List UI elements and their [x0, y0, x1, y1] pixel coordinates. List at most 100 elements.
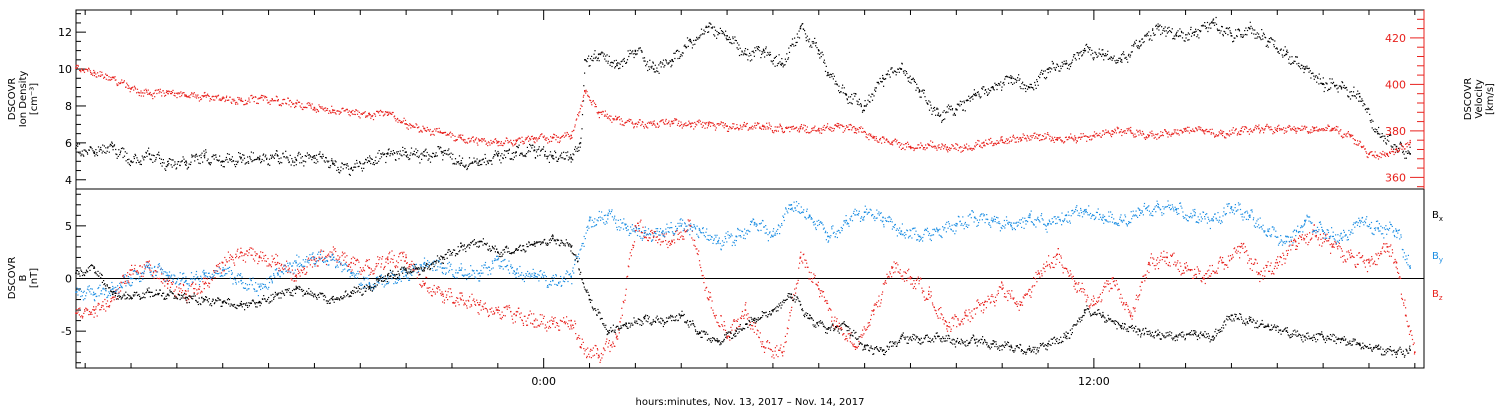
data-dot	[1079, 136, 1081, 138]
data-dot	[1305, 67, 1307, 69]
data-dot	[248, 252, 250, 254]
data-dot	[579, 111, 581, 113]
data-point	[276, 261, 279, 264]
data-dot	[1033, 89, 1035, 91]
data-dot	[633, 126, 635, 128]
data-point	[313, 155, 316, 157]
data-dot	[534, 157, 537, 159]
data-dot	[730, 42, 732, 44]
data-dot	[725, 37, 727, 39]
data-dot	[805, 132, 807, 134]
data-dot	[1386, 139, 1388, 141]
data-dot	[131, 87, 133, 89]
data-dot	[1099, 132, 1101, 134]
data-dot	[757, 46, 759, 48]
data-dot	[189, 97, 191, 99]
data-dot	[929, 101, 931, 103]
data-dot	[1288, 58, 1290, 60]
data-dot	[240, 97, 242, 99]
data-dot	[376, 265, 378, 267]
data-dot	[1208, 131, 1210, 133]
data-dot	[404, 260, 406, 262]
data-dot	[567, 133, 569, 135]
data-dot	[624, 294, 627, 296]
data-dot	[1166, 32, 1168, 34]
data-dot	[1181, 37, 1184, 39]
data-dot	[579, 346, 582, 348]
data-dot	[79, 69, 81, 72]
data-dot	[274, 154, 276, 156]
data-dot	[914, 147, 916, 149]
data-dot	[969, 147, 971, 149]
data-point	[332, 109, 334, 111]
data-point	[1093, 304, 1095, 306]
data-dot	[545, 139, 547, 141]
data-dot	[144, 92, 146, 94]
data-point	[1157, 25, 1159, 28]
data-dot	[485, 308, 487, 310]
data-dot	[183, 92, 185, 94]
data-point	[497, 155, 499, 157]
data-dot	[926, 103, 929, 105]
data-dot	[461, 295, 463, 297]
data-dot	[168, 90, 170, 92]
data-dot	[131, 269, 133, 271]
data-dot	[638, 122, 640, 124]
data-dot	[868, 94, 870, 96]
data-dot	[442, 159, 444, 161]
data-dot	[1121, 61, 1123, 63]
data-dot	[628, 118, 630, 120]
data-dot	[90, 312, 92, 314]
data-dot	[132, 86, 134, 88]
data-dot	[1146, 32, 1148, 34]
data-dot	[1276, 48, 1278, 50]
data-dot	[743, 124, 745, 126]
data-dot	[302, 160, 304, 162]
data-dot	[969, 100, 971, 102]
data-dot	[1013, 82, 1015, 84]
data-dot	[1399, 141, 1402, 143]
data-dot	[151, 154, 153, 156]
data-dot	[1092, 52, 1094, 54]
data-dot	[561, 136, 563, 138]
data-dot	[1280, 48, 1282, 50]
data-dot	[1213, 24, 1216, 26]
data-dot	[1204, 22, 1206, 24]
data-dot	[378, 112, 380, 114]
data-dot	[1343, 133, 1345, 135]
data-dot	[770, 60, 772, 62]
data-dot	[1077, 137, 1079, 139]
data-dot	[890, 67, 892, 69]
data-dot	[939, 115, 941, 117]
data-dot	[849, 129, 851, 131]
data-dot	[105, 78, 107, 80]
data-dot	[559, 137, 561, 139]
data-dot	[883, 138, 885, 140]
data-dot	[972, 147, 974, 150]
data-dot	[501, 144, 503, 146]
data-dot	[734, 39, 736, 41]
data-dot	[930, 107, 932, 109]
data-dot	[211, 156, 213, 158]
data-dot	[683, 238, 685, 240]
data-dot	[1131, 132, 1133, 134]
data-dot	[827, 74, 829, 76]
data-dot	[511, 152, 513, 154]
data-dot	[644, 237, 646, 239]
data-dot	[1052, 63, 1054, 65]
data-dot	[1061, 140, 1064, 142]
data-dot	[1151, 39, 1153, 41]
data-dot	[747, 59, 749, 61]
data-dot	[200, 99, 202, 101]
data-dot	[288, 267, 290, 269]
data-dot	[168, 158, 170, 160]
data-dot	[1336, 129, 1338, 131]
data-dot	[132, 273, 134, 275]
data-dot	[1274, 129, 1277, 131]
data-dot	[1168, 26, 1170, 28]
data-dot	[201, 152, 203, 154]
data-dot	[665, 60, 667, 62]
data-dot	[571, 130, 573, 133]
data-dot	[234, 166, 237, 168]
data-dot	[78, 308, 80, 310]
